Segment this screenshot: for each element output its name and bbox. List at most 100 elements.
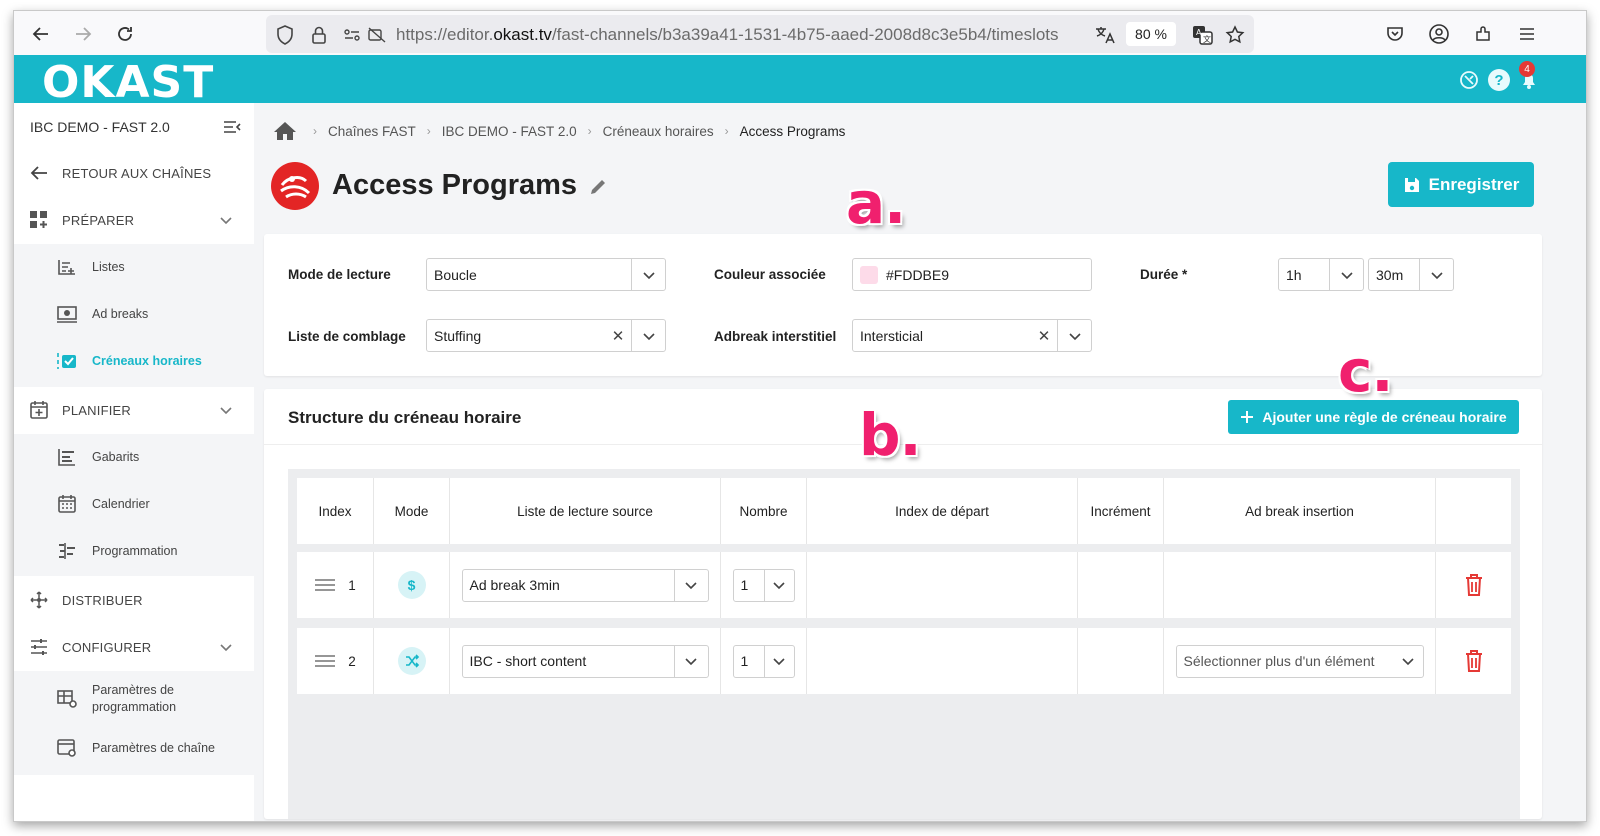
column-header: Nombre <box>721 478 807 544</box>
chevron-down-icon[interactable] <box>1057 320 1091 351</box>
shield-icon[interactable] <box>274 24 296 46</box>
sidebar-item-label: Paramètres de chaîne <box>92 740 215 755</box>
sliders-icon <box>28 636 50 658</box>
drag-handle-icon[interactable] <box>314 654 336 668</box>
permissions-icon[interactable] <box>342 24 364 46</box>
select-value: 30m <box>1376 266 1404 283</box>
add-rule-button[interactable]: Ajouter une règle de créneau horaire <box>1228 400 1519 434</box>
menu-hamburger-icon[interactable] <box>1514 21 1540 47</box>
sidebar-item-label: Paramètres de programmation <box>92 683 177 714</box>
back-to-channels[interactable]: RETOUR AUX CHAÎNES <box>14 150 254 196</box>
couleur-field[interactable]: #FDDBE9 <box>852 258 1092 291</box>
pocket-icon[interactable] <box>1382 21 1408 47</box>
home-icon[interactable] <box>272 120 298 142</box>
duree-minutes-select[interactable]: 30m <box>1368 258 1454 291</box>
clear-x-icon[interactable]: ✕ <box>1037 327 1051 345</box>
annotation-c: c. <box>1338 337 1393 405</box>
mode-lecture-select[interactable]: Boucle <box>426 258 666 291</box>
sidebar-item-label: Créneaux horaires <box>92 353 202 368</box>
extensions-icon[interactable] <box>1470 21 1496 47</box>
sidebar-item-listes[interactable]: Listes <box>14 244 254 290</box>
breadcrumb-link[interactable]: Créneaux horaires <box>602 123 714 139</box>
sidebar-item-parametres-programmation[interactable]: Paramètres de programmation <box>14 675 254 723</box>
chevron-down-icon[interactable] <box>763 569 794 601</box>
row-actions-cell <box>1436 552 1511 618</box>
help-icon[interactable]: ? <box>1488 69 1510 91</box>
template-bars-icon <box>56 446 78 468</box>
sidebar-section-label: PRÉPARER <box>62 212 135 228</box>
pencil-icon[interactable] <box>588 177 608 197</box>
okast-logo[interactable]: OKAST <box>42 57 215 108</box>
list-add-icon <box>56 256 78 278</box>
shuffle-icon[interactable] <box>397 647 426 675</box>
url-bar[interactable]: https://editor.okast.tv/fast-channels/b3… <box>266 15 1254 53</box>
sidebar-item-creneaux-horaires[interactable]: Créneaux horaires <box>14 338 254 384</box>
breadcrumb-link[interactable]: IBC DEMO - FAST 2.0 <box>441 123 577 139</box>
adbreak-select[interactable]: Intersticial ✕ <box>852 319 1092 352</box>
chevron-down-icon[interactable] <box>1419 259 1453 290</box>
breadcrumb-current: Access Programs <box>739 123 846 139</box>
page-title: Access Programs <box>332 169 578 201</box>
select-value: Ad break 3min <box>469 577 560 593</box>
save-button[interactable]: Enregistrer <box>1388 162 1534 207</box>
divider <box>264 444 1542 445</box>
table-row: 1 $ Ad break 3min 1 <box>297 552 1511 618</box>
chevron-down-icon[interactable] <box>631 320 665 351</box>
chevron-down-icon[interactable] <box>1393 646 1423 677</box>
clear-x-icon[interactable]: ✕ <box>611 327 625 345</box>
account-icon[interactable] <box>1426 21 1452 47</box>
row-index: 1 <box>348 577 356 593</box>
trash-icon[interactable] <box>1463 573 1485 597</box>
lock-icon[interactable] <box>308 24 330 46</box>
trash-icon[interactable] <box>1463 649 1485 673</box>
bookmark-star-icon[interactable] <box>1224 24 1246 46</box>
forward-arrow-icon[interactable] <box>70 21 96 47</box>
chevron-down-icon[interactable] <box>673 569 708 601</box>
translate-icon[interactable] <box>1094 24 1116 46</box>
breadcrumb-link[interactable]: Chaînes FAST <box>328 123 416 139</box>
chevron-down-icon[interactable] <box>1329 259 1363 290</box>
sidebar-item-calendrier[interactable]: Calendrier <box>14 481 254 527</box>
chevron-right-icon: › <box>724 124 729 138</box>
sidebar-section-preparer[interactable]: PRÉPARER <box>14 197 254 243</box>
ad-break-insertion-select[interactable]: Sélectionner plus d'un élément <box>1175 644 1424 678</box>
sidebar-section-configurer[interactable]: CONFIGURER <box>14 624 254 670</box>
adbreak-label: Adbreak interstitiel <box>714 329 837 344</box>
column-header: Liste de lecture source <box>450 478 721 544</box>
distribute-arrows-icon <box>28 589 50 611</box>
chevron-down-icon[interactable] <box>763 645 794 677</box>
sidebar-item-programmation[interactable]: Programmation <box>14 528 254 574</box>
drag-handle-icon[interactable] <box>314 578 336 592</box>
chevron-down-icon[interactable] <box>673 645 708 677</box>
chevron-right-icon: › <box>426 124 431 138</box>
duree-hours-select[interactable]: 1h <box>1278 258 1364 291</box>
zoom-level[interactable]: 80 % <box>1126 22 1176 46</box>
back-to-channels-label: RETOUR AUX CHAÎNES <box>62 165 212 181</box>
support-icon[interactable] <box>1458 69 1480 91</box>
color-swatch[interactable] <box>860 265 878 284</box>
comblage-select[interactable]: Stuffing ✕ <box>426 319 666 352</box>
url-text[interactable]: https://editor.okast.tv/fast-channels/b3… <box>396 25 1059 44</box>
source-playlist-select[interactable]: IBC - short content <box>461 644 709 678</box>
select-value: 1h <box>1286 266 1302 283</box>
nombre-select[interactable]: 1 <box>732 568 795 602</box>
sidebar-section-planifier[interactable]: PLANIFIER <box>14 387 254 433</box>
sidebar-item-gabarits[interactable]: Gabarits <box>14 434 254 480</box>
collapse-sidebar-icon[interactable] <box>222 117 242 137</box>
chevron-down-icon[interactable] <box>631 259 665 290</box>
sidebar-item-ad-breaks[interactable]: Ad breaks <box>14 291 254 337</box>
sidebar-section-label: CONFIGURER <box>62 639 152 655</box>
source-playlist-select[interactable]: Ad break 3min <box>461 568 709 602</box>
dollar-icon[interactable]: $ <box>397 571 426 599</box>
back-arrow-icon[interactable] <box>28 21 54 47</box>
sidebar-item-parametres-chaine[interactable]: Paramètres de chaîne <box>14 725 254 771</box>
nombre-select[interactable]: 1 <box>732 644 795 678</box>
reload-icon[interactable] <box>112 21 138 47</box>
annotation-b: b. <box>859 401 922 469</box>
column-header: Ad break insertion <box>1164 478 1436 544</box>
sidebar-item-label: Calendrier <box>92 496 150 511</box>
comblage-label: Liste de comblage <box>288 329 406 344</box>
camera-blocked-icon[interactable] <box>366 24 388 46</box>
sidebar-section-distribuer[interactable]: DISTRIBUER <box>14 577 254 623</box>
